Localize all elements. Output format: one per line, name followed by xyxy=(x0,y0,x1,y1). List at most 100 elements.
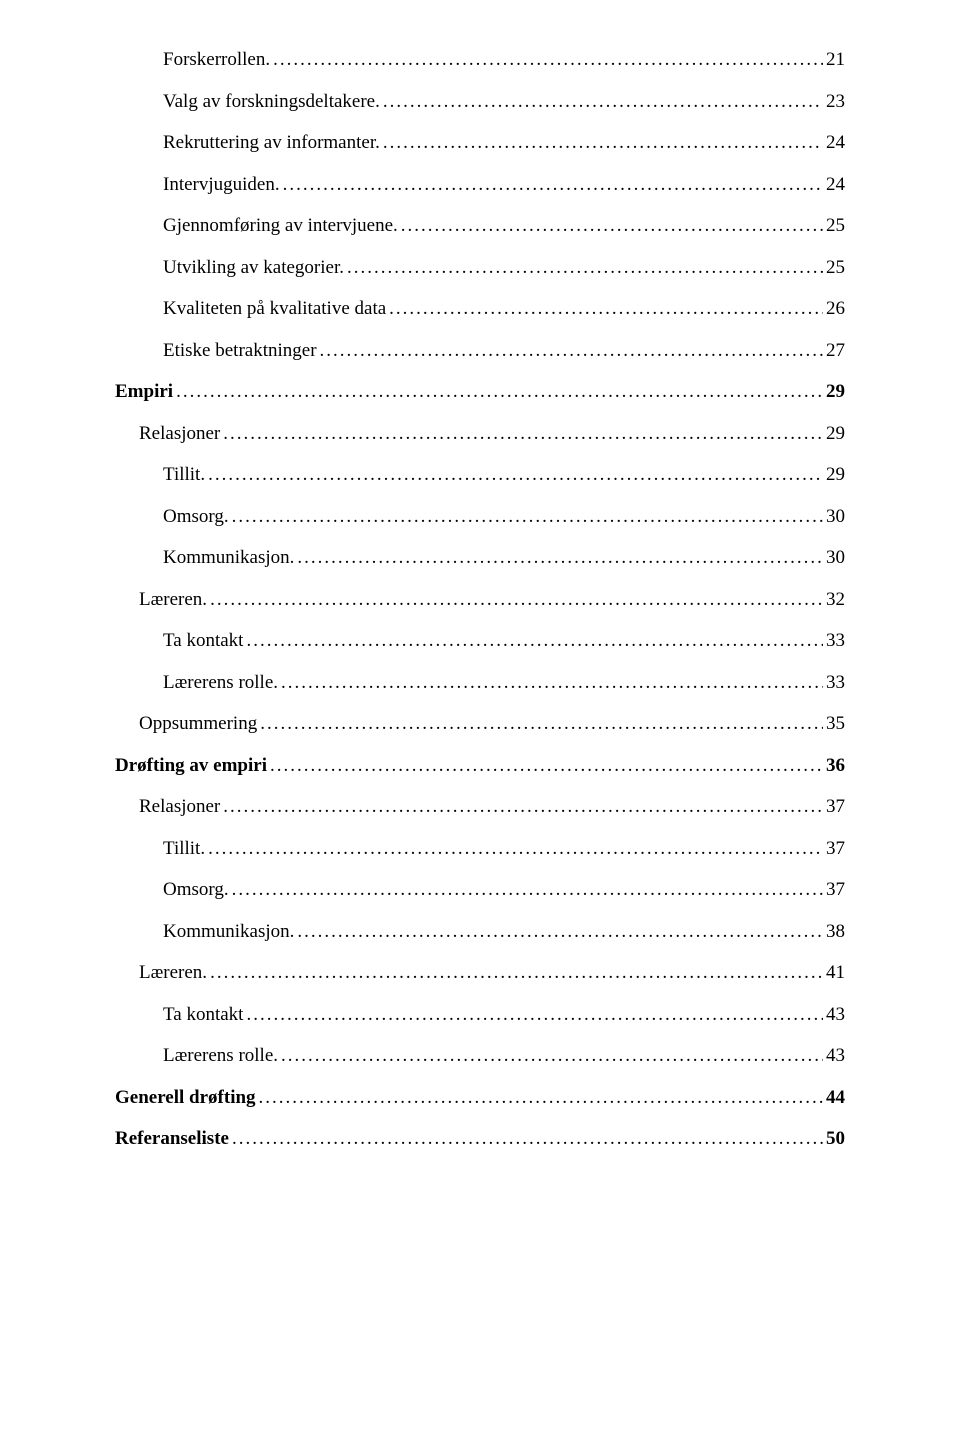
toc-entry: Relasjoner 37 xyxy=(139,797,845,816)
toc-entry-page: 37 xyxy=(823,839,845,858)
toc-entry: Forskerrollen. 21 xyxy=(163,50,845,69)
toc-entry-label: Tillit. xyxy=(163,839,205,858)
toc-entry-label: Rekruttering av informanter. xyxy=(163,133,380,152)
toc-dot-leader xyxy=(243,1005,823,1024)
toc-dot-leader xyxy=(256,1088,823,1107)
toc-dot-leader xyxy=(386,299,823,318)
toc-entry-label: Intervjuguiden. xyxy=(163,175,280,194)
toc-dot-leader xyxy=(205,839,823,858)
toc-entry: Ta kontakt43 xyxy=(163,1005,845,1024)
toc-entry: Ta kontakt 33 xyxy=(163,631,845,650)
toc-entry-label: Tillit. xyxy=(163,465,205,484)
toc-dot-leader xyxy=(398,216,823,235)
toc-entry-page: 30 xyxy=(823,548,845,567)
toc-dot-leader xyxy=(344,258,823,277)
toc-entry-page: 35 xyxy=(823,714,845,733)
toc-entry: Kommunikasjon. 30 xyxy=(163,548,845,567)
toc-dot-leader xyxy=(207,963,823,982)
toc-entry: Omsorg. 30 xyxy=(163,507,845,526)
toc-entry: Læreren. 41 xyxy=(139,963,845,982)
toc-entry-page: 25 xyxy=(823,216,845,235)
toc-entry-page: 44 xyxy=(823,1088,845,1107)
toc-entry-page: 36 xyxy=(823,756,845,775)
toc-entry-page: 25 xyxy=(823,258,845,277)
toc-entry: Lærerens rolle. 33 xyxy=(163,673,845,692)
toc-dot-leader xyxy=(278,1046,823,1065)
toc-entry-page: 33 xyxy=(823,631,845,650)
toc-dot-leader xyxy=(243,631,823,650)
toc-entry-page: 29 xyxy=(823,382,845,401)
toc-entry: Gjennomføring av intervjuene. 25 xyxy=(163,216,845,235)
toc-dot-leader xyxy=(280,175,823,194)
toc-entry-label: Omsorg. xyxy=(163,507,229,526)
toc-entry: Læreren.32 xyxy=(139,590,845,609)
toc-entry-label: Kommunikasjon. xyxy=(163,548,294,567)
toc-dot-leader xyxy=(229,1129,823,1148)
toc-dot-leader xyxy=(205,465,823,484)
toc-dot-leader xyxy=(294,922,823,941)
toc-entry-page: 43 xyxy=(823,1005,845,1024)
toc-entry: Empiri 29 xyxy=(115,382,845,401)
toc-entry-page: 24 xyxy=(823,133,845,152)
toc-entry-label: Læreren. xyxy=(139,963,207,982)
toc-entry: Kommunikasjon. 38 xyxy=(163,922,845,941)
toc-entry: Utvikling av kategorier. 25 xyxy=(163,258,845,277)
toc-dot-leader xyxy=(267,756,823,775)
toc-entry: Etiske betraktninger 27 xyxy=(163,341,845,360)
toc-entry-label: Gjennomføring av intervjuene. xyxy=(163,216,398,235)
toc-entry: Intervjuguiden. 24 xyxy=(163,175,845,194)
toc-dot-leader xyxy=(278,673,823,692)
toc-entry-page: 21 xyxy=(823,50,845,69)
toc-entry-label: Relasjoner xyxy=(139,424,220,443)
toc-entry-label: Etiske betraktninger xyxy=(163,341,317,360)
toc-dot-leader xyxy=(220,424,823,443)
toc-entry-label: Lærerens rolle. xyxy=(163,673,278,692)
toc-entry-label: Referanseliste xyxy=(115,1129,229,1148)
toc-entry-label: Lærerens rolle. xyxy=(163,1046,278,1065)
toc-entry-label: Kvaliteten på kvalitative data xyxy=(163,299,386,318)
toc-entry-label: Relasjoner xyxy=(139,797,220,816)
toc-entry: Omsorg. 37 xyxy=(163,880,845,899)
toc-entry-label: Ta kontakt xyxy=(163,631,243,650)
toc-entry: Lærerens rolle. 43 xyxy=(163,1046,845,1065)
toc-entry-label: Forskerrollen. xyxy=(163,50,270,69)
toc-entry-page: 37 xyxy=(823,880,845,899)
toc-dot-leader xyxy=(380,133,823,152)
toc-dot-leader xyxy=(229,880,823,899)
toc-entry-page: 26 xyxy=(823,299,845,318)
toc-entry: Valg av forskningsdeltakere. 23 xyxy=(163,92,845,111)
toc-entry-label: Drøfting av empiri xyxy=(115,756,267,775)
toc-entry-page: 29 xyxy=(823,424,845,443)
toc-entry-label: Omsorg. xyxy=(163,880,229,899)
toc-entry-page: 33 xyxy=(823,673,845,692)
toc-dot-leader xyxy=(257,714,823,733)
toc-entry-page: 37 xyxy=(823,797,845,816)
toc-entry-label: Empiri xyxy=(115,382,173,401)
toc-entry-label: Kommunikasjon. xyxy=(163,922,294,941)
toc-dot-leader xyxy=(380,92,823,111)
toc-entry-page: 23 xyxy=(823,92,845,111)
toc-dot-leader xyxy=(270,50,823,69)
toc-entry-label: Utvikling av kategorier. xyxy=(163,258,344,277)
toc-entry-page: 30 xyxy=(823,507,845,526)
toc-dot-leader xyxy=(207,590,823,609)
toc-entry-label: Generell drøfting xyxy=(115,1088,256,1107)
toc-dot-leader xyxy=(220,797,823,816)
toc-entry-page: 24 xyxy=(823,175,845,194)
toc-entry-label: Valg av forskningsdeltakere. xyxy=(163,92,380,111)
toc-entry: Tillit. 29 xyxy=(163,465,845,484)
toc-entry-page: 32 xyxy=(823,590,845,609)
toc-entry: Kvaliteten på kvalitative data 26 xyxy=(163,299,845,318)
toc-entry-page: 27 xyxy=(823,341,845,360)
toc-entry-page: 41 xyxy=(823,963,845,982)
toc-entry: Relasjoner 29 xyxy=(139,424,845,443)
toc-entry: Rekruttering av informanter. 24 xyxy=(163,133,845,152)
toc-dot-leader xyxy=(229,507,823,526)
toc-entry-page: 43 xyxy=(823,1046,845,1065)
toc-entry: Oppsummering35 xyxy=(139,714,845,733)
toc-entry-page: 29 xyxy=(823,465,845,484)
toc-entry-page: 38 xyxy=(823,922,845,941)
toc-page: Forskerrollen. 21 Valg av forskningsdeltak… xyxy=(0,0,960,1436)
toc-dot-leader xyxy=(317,341,823,360)
toc-entry: Generell drøfting 44 xyxy=(115,1088,845,1107)
